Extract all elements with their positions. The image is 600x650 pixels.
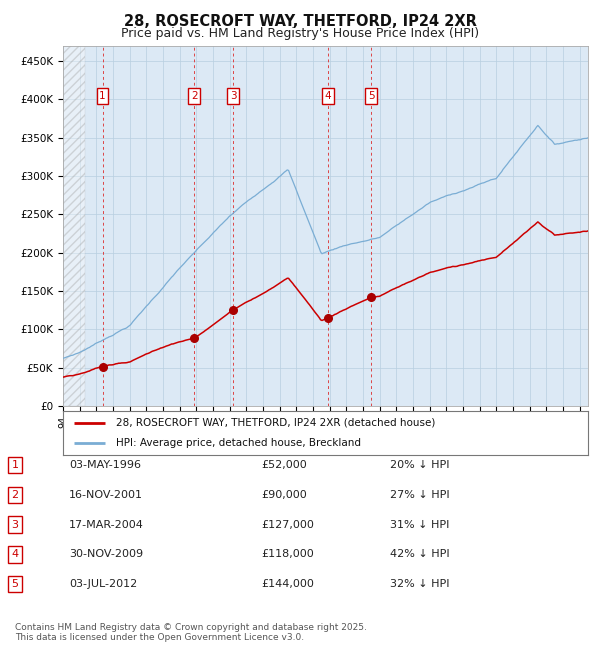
Text: 28, ROSECROFT WAY, THETFORD, IP24 2XR (detached house): 28, ROSECROFT WAY, THETFORD, IP24 2XR (d… [115, 418, 435, 428]
Text: £144,000: £144,000 [261, 579, 314, 590]
Text: 4: 4 [325, 91, 331, 101]
Text: 42% ↓ HPI: 42% ↓ HPI [390, 549, 449, 560]
Text: 5: 5 [11, 579, 19, 590]
Text: 4: 4 [11, 549, 19, 560]
Text: 20% ↓ HPI: 20% ↓ HPI [390, 460, 449, 470]
Text: 31% ↓ HPI: 31% ↓ HPI [390, 519, 449, 530]
Text: 1: 1 [11, 460, 19, 470]
Text: £52,000: £52,000 [261, 460, 307, 470]
Text: £90,000: £90,000 [261, 489, 307, 500]
Text: 16-NOV-2001: 16-NOV-2001 [69, 489, 143, 500]
Text: Contains HM Land Registry data © Crown copyright and database right 2025.
This d: Contains HM Land Registry data © Crown c… [15, 623, 367, 642]
Text: 5: 5 [368, 91, 374, 101]
Text: £127,000: £127,000 [261, 519, 314, 530]
Text: 1: 1 [99, 91, 106, 101]
Polygon shape [63, 46, 85, 406]
Text: Price paid vs. HM Land Registry's House Price Index (HPI): Price paid vs. HM Land Registry's House … [121, 27, 479, 40]
Text: 30-NOV-2009: 30-NOV-2009 [69, 549, 143, 560]
Text: 3: 3 [11, 519, 19, 530]
Text: 03-JUL-2012: 03-JUL-2012 [69, 579, 137, 590]
Text: 27% ↓ HPI: 27% ↓ HPI [390, 489, 449, 500]
Text: 28, ROSECROFT WAY, THETFORD, IP24 2XR: 28, ROSECROFT WAY, THETFORD, IP24 2XR [124, 14, 476, 29]
Text: 2: 2 [11, 489, 19, 500]
Text: 2: 2 [191, 91, 197, 101]
Text: £118,000: £118,000 [261, 549, 314, 560]
Text: HPI: Average price, detached house, Breckland: HPI: Average price, detached house, Brec… [115, 438, 361, 448]
Text: 3: 3 [230, 91, 236, 101]
Text: 17-MAR-2004: 17-MAR-2004 [69, 519, 144, 530]
Text: 32% ↓ HPI: 32% ↓ HPI [390, 579, 449, 590]
Text: 03-MAY-1996: 03-MAY-1996 [69, 460, 141, 470]
